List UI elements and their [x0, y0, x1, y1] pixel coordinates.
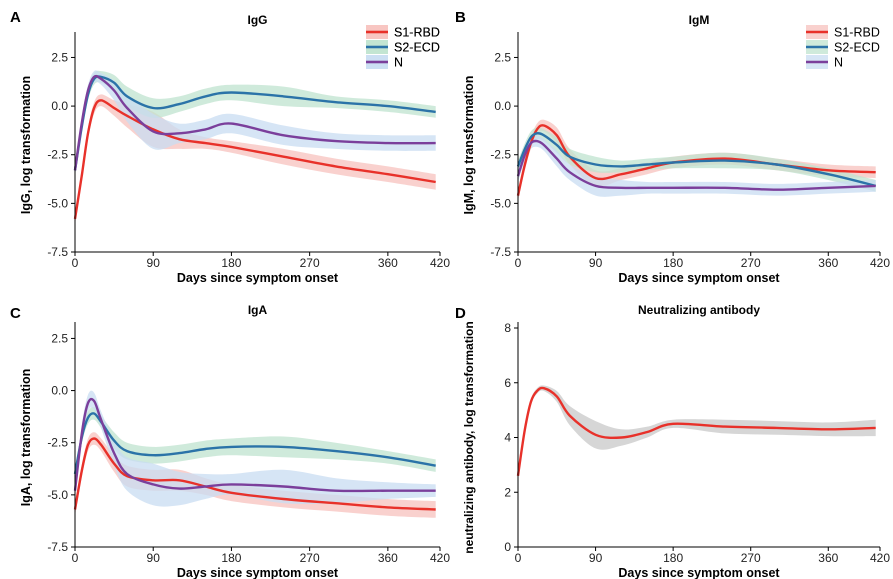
y-tick-label: -7.5	[47, 540, 68, 554]
x-tick-label: 90	[589, 256, 603, 270]
y-tick-label: 4	[504, 431, 511, 445]
series-line-n	[516, 139, 876, 191]
legend-item: S1-RBD	[366, 25, 440, 40]
panel-letter: D	[455, 305, 466, 322]
x-tick-label: 180	[221, 551, 241, 565]
y-tick-label: 0.0	[494, 99, 511, 113]
y-tick-label: 6	[504, 376, 511, 390]
legend-label: S1-RBD	[834, 26, 880, 40]
x-tick-label: 180	[221, 256, 241, 270]
x-tick-label: 360	[818, 256, 838, 270]
x-axis-label: Days since symptom onset	[618, 271, 780, 285]
series-band-s2-ecd	[75, 407, 436, 481]
legend-label: S1-RBD	[394, 26, 440, 40]
x-tick-label: 0	[72, 551, 79, 565]
legend-item: S2-ECD	[806, 40, 880, 55]
series-line-n	[73, 74, 436, 171]
series-line-s1-rbd	[73, 437, 436, 511]
chart-title: IgG	[248, 13, 268, 27]
y-tick-label: 0.0	[51, 384, 68, 398]
y-tick-label: -5.0	[490, 196, 511, 210]
chart-title: IgA	[248, 303, 268, 317]
x-tick-label: 360	[378, 551, 398, 565]
y-axis-label: IgA, log transformation	[19, 369, 33, 507]
x-axis-label: Days since symptom onset	[618, 566, 780, 579]
series-band-n	[518, 135, 876, 197]
series-band-neutralizing	[518, 385, 876, 479]
panel-letter: B	[455, 9, 466, 26]
y-tick-label: 8	[504, 321, 511, 335]
panel-letter: C	[10, 305, 21, 322]
legend-label: S1-RBD	[394, 26, 440, 40]
series-line-s2-ecd	[73, 412, 436, 475]
chart-title: IgM	[689, 13, 710, 27]
y-tick-label: -7.5	[490, 245, 511, 259]
series-line-n	[73, 397, 436, 493]
legend-label: N	[394, 56, 403, 70]
y-axis-label: neutralizing antibody, log transformatio…	[462, 321, 476, 553]
x-axis-label: Days since symptom onset	[177, 566, 339, 579]
y-tick-label: 2.5	[494, 50, 511, 64]
x-axis-label: Days since symptom onset	[177, 271, 339, 285]
legend-label: S2-ECD	[394, 41, 440, 55]
x-tick-label: 270	[741, 551, 761, 565]
x-tick-label: 270	[300, 551, 320, 565]
x-tick-label: 420	[430, 256, 450, 270]
y-tick-label: -2.5	[490, 148, 511, 162]
y-axis-label: IgG, log transformation	[19, 76, 33, 214]
y-tick-label: -5.0	[47, 488, 68, 502]
panel-b: B IgM 0 90 180 270 360 420 -7.5 -5.0 -2.5 0.0 2.5 Day…	[455, 9, 890, 285]
x-tick-label: 0	[515, 551, 522, 565]
y-tick-label: 0.0	[51, 99, 68, 113]
series-line-s2-ecd	[516, 132, 876, 188]
panel-d: D Neutralizing antibody 0 90 180 270 360 420 0 2 4…	[455, 303, 890, 579]
x-tick-label: 90	[147, 551, 161, 565]
legend-item: N	[806, 55, 843, 70]
x-tick-label: 420	[870, 551, 890, 565]
panel-c: C IgA 0 90 180 270 360 420 -7.5 -5.0 -2.5 0.0 2.5 Day…	[10, 25, 450, 579]
y-tick-label: 2.5	[51, 50, 68, 64]
legend-label: S2-ECD	[834, 41, 880, 55]
legend-label: N	[834, 56, 843, 70]
y-tick-label: -2.5	[47, 148, 68, 162]
x-tick-label: 270	[300, 256, 320, 270]
legend-item: S2-ECD	[366, 40, 440, 55]
x-tick-label: 270	[741, 256, 761, 270]
x-tick-label: 420	[430, 551, 450, 565]
y-axis-label: IgM, log transformation	[462, 76, 476, 215]
legend-label: N	[394, 56, 403, 70]
legend-item: S1-RBD	[806, 25, 880, 40]
y-tick-label: -7.5	[47, 245, 68, 259]
series-band-n	[75, 390, 436, 507]
legend-item: N	[366, 55, 403, 70]
y-tick-label: -2.5	[47, 436, 68, 450]
x-tick-label: 360	[378, 256, 398, 270]
x-tick-label: 360	[818, 551, 838, 565]
y-tick-label: 2.5	[51, 331, 68, 345]
series-band-n	[75, 70, 436, 177]
legend-label: S2-ECD	[394, 41, 440, 55]
x-tick-label: 420	[870, 256, 890, 270]
panel-a: A IgG 0 90 180 270 360 420 -7.5 -5.0 -2.5 0.0 2.5 Day…	[10, 9, 450, 285]
series-line-neutralizing	[516, 386, 876, 476]
y-tick-label: -5.0	[47, 196, 68, 210]
x-tick-label: 0	[515, 256, 522, 270]
x-tick-label: 90	[589, 551, 603, 565]
x-tick-label: 90	[147, 256, 161, 270]
x-tick-label: 180	[663, 256, 683, 270]
chart-title: Neutralizing antibody	[638, 303, 760, 317]
x-tick-label: 0	[72, 256, 79, 270]
panel-letter: A	[10, 9, 21, 26]
x-tick-label: 180	[663, 551, 683, 565]
series-line-s1-rbd	[73, 99, 436, 220]
y-tick-label: 2	[504, 485, 511, 499]
y-tick-label: 0	[504, 540, 511, 554]
